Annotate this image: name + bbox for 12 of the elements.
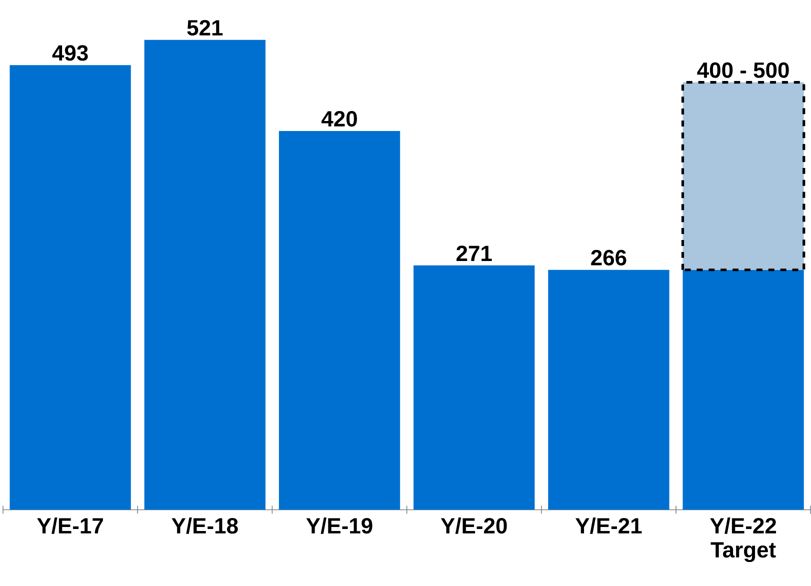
x-tick-label: Y/E-18: [172, 518, 238, 534]
x-tick-label: Y/E-20: [440, 518, 507, 534]
x-tick-label: Y/E-19: [306, 518, 372, 534]
data-label: 420: [322, 111, 357, 127]
x-tick-label: Y/E-21: [575, 518, 642, 534]
data-label: 266: [591, 250, 626, 266]
data-label: 493: [52, 45, 88, 61]
x-tick-label: Y/E-17: [37, 518, 103, 534]
data-label: 271: [456, 246, 492, 262]
data-label: 521: [187, 20, 223, 36]
x-tick-label: Y/E-22 Target: [710, 518, 776, 562]
annotation: 400 - 500: [697, 62, 789, 78]
